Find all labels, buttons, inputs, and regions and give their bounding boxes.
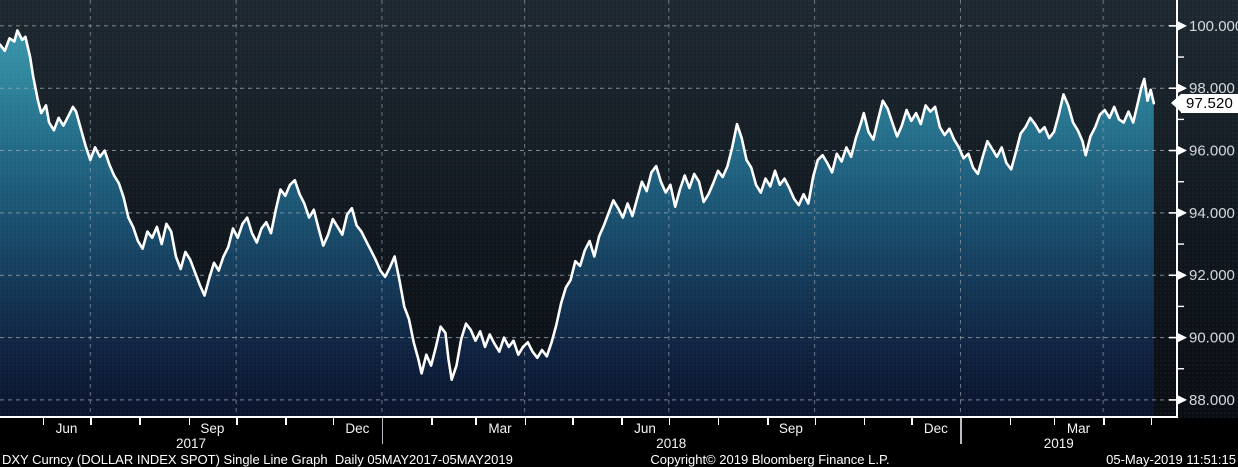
month-tick-mark <box>42 418 45 425</box>
month-tick-mark <box>475 418 477 425</box>
chart-plot-area[interactable]: 100.000 98.000 96.000 94.000 92.000 90.000 88.… <box>0 0 1238 418</box>
month-label: Sep <box>200 421 225 436</box>
y-axis-label: 92.000 <box>1189 267 1235 284</box>
month-tick-mark <box>188 418 191 425</box>
month-tick-mark <box>285 418 287 425</box>
y-tick-arrow-icon <box>1178 83 1187 93</box>
timestamp: 05-May-2019 11:51:15 <box>1106 452 1236 467</box>
y-axis-label: 98.000 <box>1189 80 1235 97</box>
month-tick-mark <box>1103 418 1105 425</box>
month-tick-mark <box>621 418 623 425</box>
month-label: Jun <box>55 421 78 436</box>
month-label: Mar <box>488 421 512 436</box>
chart-title-and-period: DXY Curncy (DOLLAR INDEX SPOT) Single Li… <box>2 452 513 467</box>
month-tick-mark <box>332 418 335 425</box>
y-tick-arrow-icon <box>1178 21 1187 31</box>
month-tick-mark <box>1009 418 1012 425</box>
year-label: 2017 <box>175 436 206 451</box>
y-tick-arrow-icon <box>1178 333 1187 343</box>
month-tick-mark <box>717 418 720 425</box>
y-tick-arrow-icon <box>1178 146 1187 156</box>
month-label: Dec <box>345 421 370 436</box>
y-axis-label: 100.000 <box>1189 18 1238 35</box>
month-tick-mark <box>668 418 671 425</box>
price-chart[interactable]: 100.000 98.000 96.000 94.000 92.000 90.000 88.… <box>0 0 1238 418</box>
y-tick-arrow-icon <box>1178 270 1187 280</box>
month-tick-mark <box>767 418 769 425</box>
month-label: Jun <box>634 421 656 436</box>
year-label: 2018 <box>656 436 687 451</box>
y-axis-label: 96.000 <box>1189 143 1235 160</box>
y-tick-arrow-icon <box>1178 395 1187 405</box>
month-tick-mark <box>524 418 527 425</box>
footer-bar: DXY Curncy (DOLLAR INDEX SPOT) Single Li… <box>0 452 1238 467</box>
year-label: 2019 <box>1043 436 1074 451</box>
month-label: Dec <box>923 421 948 436</box>
month-label: Sep <box>778 421 803 436</box>
month-tick-mark <box>572 418 574 425</box>
copyright-notice: Copyright© 2019 Bloomberg Finance L.P. <box>650 452 890 467</box>
month-tick-mark <box>90 418 92 425</box>
month-tick-mark <box>863 418 866 425</box>
y-axis-label: 94.000 <box>1189 205 1235 222</box>
x-axis-strip: Jun Sep Dec Mar Jun Sep Dec Mar 2017 2018 2019 <box>0 418 1238 452</box>
month-tick-mark <box>236 418 238 425</box>
month-tick-mark <box>1053 418 1056 425</box>
y-axis-label: 88.000 <box>1189 392 1235 409</box>
y-tick-arrow-icon <box>1178 208 1187 218</box>
last-price-value: 97.520 <box>1186 95 1234 112</box>
month-tick-mark <box>911 418 913 425</box>
year-boundary-tick <box>381 418 384 444</box>
month-tick-mark <box>139 418 141 425</box>
month-tick-mark <box>1150 418 1153 425</box>
price-line <box>0 29 1156 381</box>
month-label: Mar <box>1066 421 1091 436</box>
last-price-badge: 97.520 <box>1171 94 1238 113</box>
year-boundary-tick <box>960 418 962 444</box>
month-tick-mark <box>431 418 433 425</box>
month-tick-mark <box>814 418 817 425</box>
y-axis-label: 90.000 <box>1189 330 1235 347</box>
